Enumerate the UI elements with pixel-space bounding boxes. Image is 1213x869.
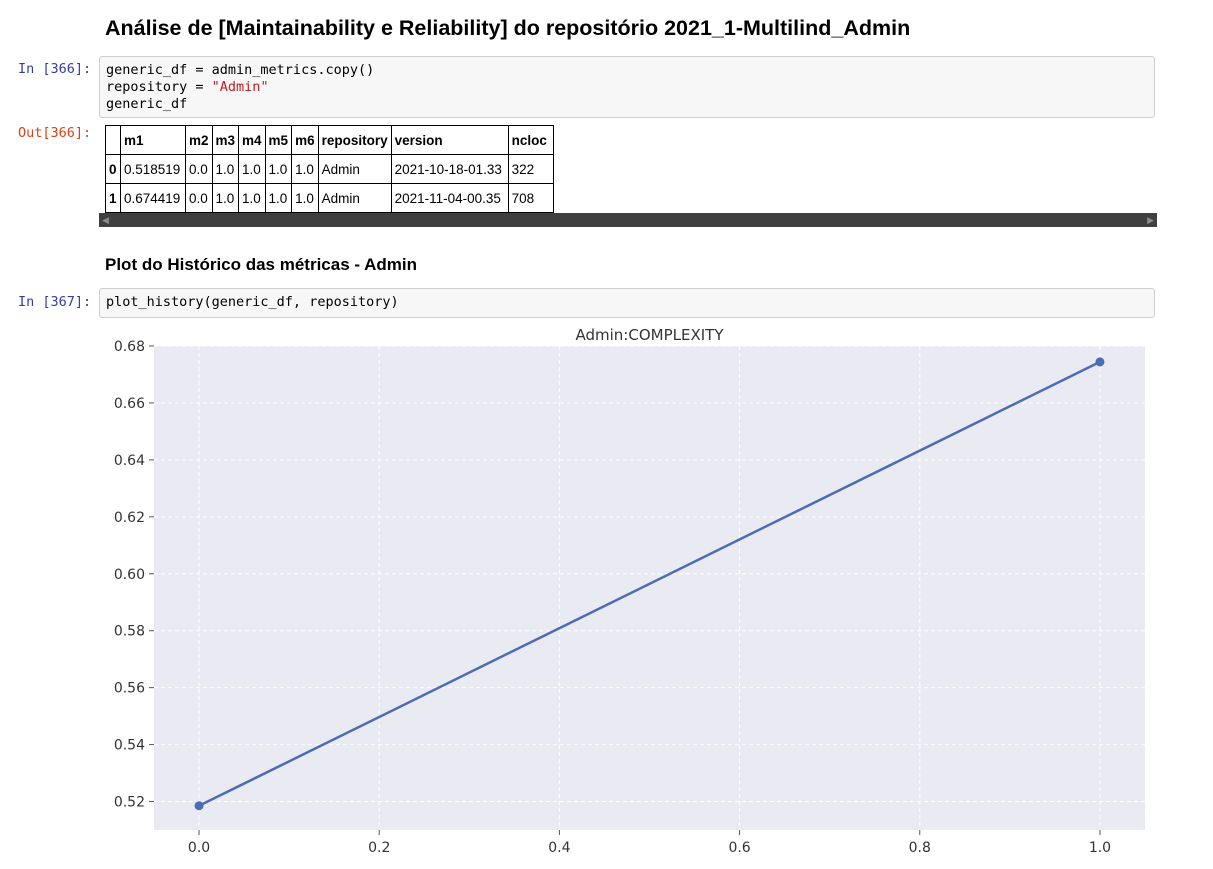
table-cell: 0.518519 (120, 154, 186, 184)
column-header: m3 (211, 125, 240, 155)
table-cell: 0.674419 (120, 183, 186, 213)
y-tick-label: 0.64 (114, 453, 145, 469)
table-cell: 1.0 (264, 154, 293, 184)
y-tick-label: 0.66 (114, 396, 145, 412)
chart-title: Admin:COMPLEXITY (576, 326, 725, 344)
table-cell: 1.0 (211, 154, 240, 184)
table-cell: Admin (317, 154, 392, 184)
y-tick-label: 0.58 (114, 624, 145, 640)
x-tick-label: 1.0 (1089, 840, 1111, 856)
section-title: Plot do Histórico das métricas - Admin (105, 255, 418, 274)
table-header-row: m1 m2 m3 m4 m5 m6 repository version ncl… (105, 125, 554, 155)
horizontal-scrollbar[interactable]: ◀ ▶ (99, 213, 1157, 227)
code-line: repository = (106, 79, 212, 95)
column-header: m4 (238, 125, 266, 155)
table-cell: 1.0 (291, 183, 319, 213)
table-cell: 1.0 (291, 154, 319, 184)
column-header: ncloc (507, 125, 554, 155)
complexity-line-chart: 0.52 0.54 0.56 0.58 0.60 0.62 0.64 0.66 0.68 0.0 0… (114, 326, 1145, 856)
table-cell: 0.0 (185, 183, 213, 213)
column-header: m6 (291, 125, 319, 155)
column-header: version (390, 125, 509, 155)
dataframe-table: m1 m2 m3 m4 m5 m6 repository version ncl… (105, 125, 554, 213)
column-header: m1 (120, 125, 186, 155)
code-string: "Admin" (211, 79, 269, 95)
table-cell: 322 (507, 154, 554, 184)
x-tick-label: 0.8 (909, 840, 931, 856)
y-tick-label: 0.62 (114, 510, 145, 526)
grid-lines (154, 345, 1145, 830)
x-tick-label: 0.0 (188, 840, 210, 856)
page-title: Análise de [Maintainability e Reliabilit… (105, 16, 911, 40)
scroll-left-icon[interactable]: ◀ (102, 215, 109, 225)
code-line: generic_df (106, 96, 188, 112)
column-header (105, 125, 121, 155)
x-tick-label: 0.4 (548, 840, 570, 856)
y-tick-label: 0.52 (114, 795, 145, 811)
row-index: 0 (105, 154, 121, 184)
table-cell: 2021-10-18-01.33 (390, 154, 509, 184)
axes: 0.52 0.54 0.56 0.58 0.60 0.62 0.64 0.66 0.68 0.0 0… (114, 339, 1111, 856)
x-tick-label: 0.6 (728, 840, 750, 856)
in-prompt-366: In [366]: (18, 61, 92, 77)
table-cell: 1.0 (238, 183, 266, 213)
table-cell: 2021-11-04-00.35 (390, 183, 509, 213)
table-cell: 708 (507, 183, 554, 213)
y-tick-label: 0.56 (114, 681, 145, 697)
table-cell: 1.0 (264, 183, 293, 213)
row-index: 1 (105, 183, 121, 213)
table-cell: 0.0 (185, 154, 213, 184)
code-cell-366[interactable]: generic_df = admin_metrics.copy() reposi… (99, 56, 1155, 118)
out-prompt-366: Out[366]: (18, 125, 92, 141)
scroll-right-icon[interactable]: ▶ (1147, 215, 1154, 225)
plot-area (154, 346, 1145, 830)
series-line (198, 360, 1101, 807)
table-cell: 1.0 (238, 154, 266, 184)
x-tick-label: 0.2 (368, 840, 390, 856)
table-row: 1 0.674419 0.0 1.0 1.0 1.0 1.0 Admin 202… (105, 183, 554, 213)
data-point (194, 801, 204, 811)
column-header: repository (317, 125, 392, 155)
table-cell: 1.0 (211, 183, 240, 213)
column-header: m2 (185, 125, 213, 155)
y-tick-label: 0.68 (114, 339, 145, 355)
y-tick-label: 0.60 (114, 567, 145, 583)
code-cell-367[interactable]: plot_history(generic_df, repository) (99, 288, 1155, 318)
in-prompt-367: In [367]: (18, 294, 92, 310)
table-cell: Admin (317, 183, 392, 213)
table-row: 0 0.518519 0.0 1.0 1.0 1.0 1.0 Admin 202… (105, 154, 554, 184)
column-header: m5 (264, 125, 293, 155)
series-layer (194, 357, 1105, 811)
data-point (1095, 357, 1105, 367)
y-tick-label: 0.54 (114, 738, 145, 754)
code-line: generic_df = admin_metrics.copy() (106, 62, 375, 78)
code-line: plot_history(generic_df, repository) (106, 294, 399, 310)
